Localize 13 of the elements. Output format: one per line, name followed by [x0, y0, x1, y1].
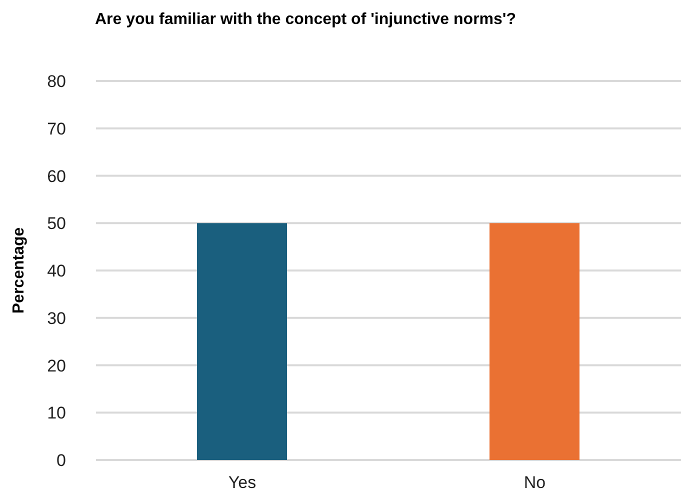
- y-tick-label: 70: [47, 119, 66, 138]
- y-tick-label: 10: [47, 404, 66, 423]
- y-tick-label: 40: [47, 262, 66, 281]
- y-tick-label: 20: [47, 356, 66, 376]
- y-tick-label: 0: [56, 451, 66, 470]
- y-tick-label: 60: [47, 166, 66, 186]
- y-axis-title: Percentage: [10, 227, 28, 314]
- y-tick-label: 80: [47, 72, 66, 92]
- x-tick-label: Yes: [228, 473, 256, 492]
- y-tick-label: 50: [47, 214, 66, 234]
- chart-title: Are you familiar with the concept of 'injunctive norms'?: [95, 11, 516, 29]
- x-tick-label: No: [524, 473, 546, 492]
- y-tick-label: 30: [47, 308, 66, 328]
